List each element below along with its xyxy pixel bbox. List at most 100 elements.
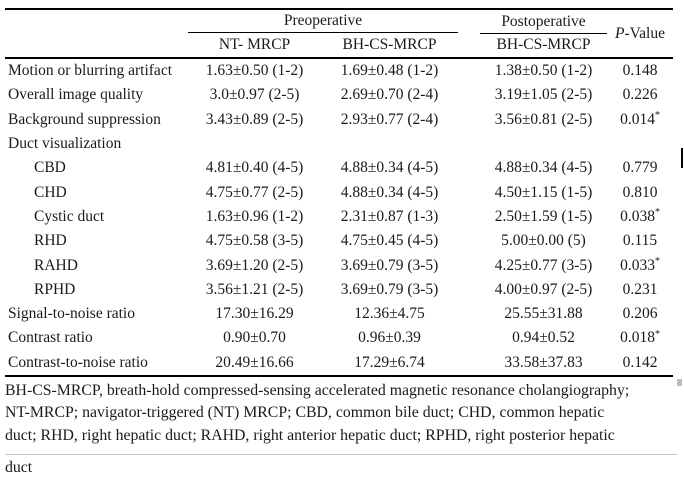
cell-p-value: 0.231 [622,280,658,298]
row-label: Motion or blurring artifact [8,62,172,80]
header-bhcs-mrcp-post: BH-CS-MRCP [496,36,591,53]
cell-p-value: 0.779 [622,159,658,177]
table-row: CBD 4.81±0.40 (4-5) 4.88±0.34 (4-5) 4.88±0.… [5,156,673,180]
significance-asterisk: * [654,207,660,219]
cell-bhcs-pre: 4.88±0.34 (4-5) [340,183,439,201]
cell-bhcs-pre: 2.69±0.70 (2-4) [340,86,439,104]
table-row: Contrast-to-noise ratio 20.49±16.66 17.29±… [5,351,673,375]
cell-nt-mrcp: 3.56±1.21 (2-5) [205,280,304,298]
row-label: RAHD [34,256,78,274]
cell-bhcs-post [458,132,607,156]
cell-bhcs-pre: 3.69±0.79 (3-5) [340,280,439,298]
text-cursor-artifact [681,148,683,168]
postoperative-label: Postoperative [501,12,586,30]
cell-nt-mrcp: 17.30±16.29 [215,305,294,323]
header-group-preoperative: Preoperative [188,10,458,33]
cell-nt-mrcp: 0.90±0.70 [223,329,286,347]
cell-p-value: 0.206 [622,305,658,323]
significance-asterisk: * [654,328,660,340]
significance-asterisk: * [654,256,660,268]
cell-bhcs-post: 4.25±0.77 (3-5) [494,256,593,274]
cell-nt-mrcp: 4.75±0.77 (2-5) [205,183,304,201]
cell-nt-mrcp: 1.63±0.96 (1-2) [205,207,304,225]
row-label: CBD [34,159,66,177]
footnote-line: BH-CS-MRCP, breath-hold compressed-sensi… [5,382,630,399]
header-nt-mrcp: NT- MRCP [218,36,291,53]
cell-bhcs-post: 4.50±1.15 (1-5) [494,183,593,201]
row-label: Signal-to-noise ratio [8,305,135,323]
table-row: CHD 4.75±0.77 (2-5) 4.88±0.34 (4-5) 4.50±1.… [5,180,673,204]
row-label: CHD [34,183,67,201]
cell-nt-mrcp: 4.75±0.58 (3-5) [205,232,304,250]
cell-bhcs-post: 0.94±0.52 [512,329,575,347]
footnote-line: duct; RHD, right hepatic duct; RAHD, rig… [5,426,615,444]
row-label: Duct visualization [8,135,122,153]
row-label: RPHD [34,280,76,298]
cell-p-value: 0.038 * [620,207,660,225]
footnote: BH-CS-MRCP, breath-hold compressed-sensi… [5,380,677,478]
table-row: RPHD 3.56±1.21 (2-5) 3.69±0.79 (3-5) 4.00±0… [5,278,673,302]
row-label: Overall image quality [8,86,144,104]
table-row: Duct visualization [5,132,673,156]
cell-bhcs-post: 33.58±37.83 [504,353,583,371]
cell-p-value: 0.226 [622,86,658,104]
significance-asterisk: * [654,110,660,122]
cell-bhcs-pre: 4.75±0.45 (4-5) [340,232,439,250]
table-row: Signal-to-noise ratio 17.30±16.29 12.36±4.… [5,302,673,326]
cell-bhcs-pre: 12.36±4.75 [354,305,425,323]
header-group-postoperative: Postoperative [458,10,607,34]
table-row: Contrast ratio 0.90±0.70 0.96±0.39 0.94±0.5… [5,326,673,350]
cell-bhcs-post: 2.50±1.59 (1-5) [494,207,593,225]
cell-bhcs-post: 1.38±0.50 (1-2) [494,62,593,80]
table-row: Background suppression 3.43±0.89 (2-5) 2.9… [5,108,673,132]
cell-nt-mrcp [188,132,321,156]
footnote-line: duct [5,458,33,476]
row-label: RHD [34,232,67,250]
table-header: Preoperative Postoperative P -Value NT- M… [5,10,673,59]
header-p-value: P -Value [607,10,673,57]
cell-bhcs-post: 4.88±0.34 (4-5) [494,159,593,177]
cell-bhcs-post: 5.00±0.00 (5) [501,232,586,250]
cell-bhcs-pre: 2.31±0.87 (1-3) [340,207,439,225]
cell-bhcs-pre: 17.29±6.74 [354,353,425,371]
faint-bottom-rule [5,453,677,455]
cell-nt-mrcp: 3.43±0.89 (2-5) [205,110,304,128]
cell-nt-mrcp: 20.49±16.66 [215,353,294,371]
cell-p-value: 0.115 [622,232,658,250]
cell-p-value: 0.018 * [620,328,660,347]
table-row: Overall image quality 3.0±0.97 (2-5) 2.69±… [5,83,673,107]
cell-p-value: 0.810 [622,183,658,201]
cell-p-value: 0.142 [622,353,658,371]
row-label: Background suppression [8,110,161,128]
preoperative-label: Preoperative [283,12,363,29]
cell-nt-mrcp: 4.81±0.40 (4-5) [205,159,304,177]
table-body: Motion or blurring artifact 1.63±0.50 (1-… [5,59,673,377]
cell-nt-mrcp: 3.69±1.20 (2-5) [205,256,304,274]
results-table: Preoperative Postoperative P -Value NT- M… [5,8,673,377]
row-label: Contrast ratio [8,329,93,347]
cell-p-value: 0.014 * [620,110,660,128]
cell-bhcs-pre: 0.96±0.39 [358,329,421,347]
cell-nt-mrcp: 3.0±0.97 (2-5) [209,86,300,104]
p-value-suffix: -Value [624,24,665,42]
cell-p-value: 0.148 [622,62,658,80]
cell-bhcs-pre: 1.69±0.48 (1-2) [340,62,439,80]
table-row: Motion or blurring artifact 1.63±0.50 (1-… [5,59,673,83]
cell-p-value: 0.033 * [620,256,660,274]
header-bhcs-mrcp-pre: BH-CS-MRCP [342,36,437,53]
p-value-italic-p: P [615,24,625,42]
row-label: Cystic duct [34,207,105,225]
cell-bhcs-post: 3.56±0.81 (2-5) [494,110,593,128]
table-marker-artifact [677,379,682,386]
cell-bhcs-pre: 3.69±0.79 (3-5) [340,256,439,274]
table-row: RAHD 3.69±1.20 (2-5) 3.69±0.79 (3-5) 4.25±0… [5,253,673,277]
table-row: Cystic duct 1.63±0.96 (1-2) 2.31±0.87 (1-3… [5,205,673,229]
cell-bhcs-pre: 2.93±0.77 (2-4) [340,110,439,128]
cell-nt-mrcp: 1.63±0.50 (1-2) [205,62,304,80]
cell-bhcs-pre: 4.88±0.34 (4-5) [340,159,439,177]
cell-bhcs-pre [321,132,458,156]
row-label: Contrast-to-noise ratio [8,353,148,371]
cell-bhcs-post: 3.19±1.05 (2-5) [494,86,593,104]
table-row: RHD 4.75±0.58 (3-5) 4.75±0.45 (4-5) 5.00±0.… [5,229,673,253]
